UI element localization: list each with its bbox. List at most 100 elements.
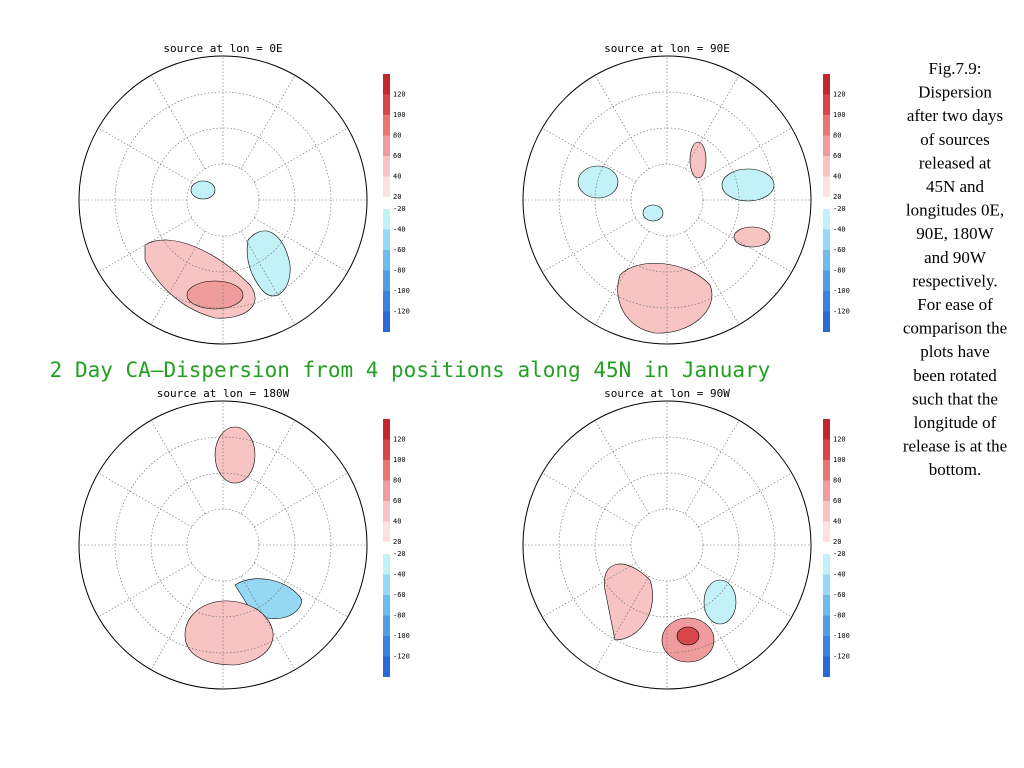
caption-line: Fig.7.9: bbox=[929, 59, 982, 78]
meridian bbox=[150, 420, 206, 514]
colorbar-swatch bbox=[383, 460, 390, 481]
colorbar-swatch bbox=[823, 521, 830, 542]
colorbar-swatch bbox=[823, 574, 830, 595]
colorbar-label: 80 bbox=[393, 477, 401, 485]
caption-line: such that the bbox=[912, 389, 998, 408]
colorbar-swatch bbox=[383, 270, 390, 291]
colorbar-swatch bbox=[383, 176, 390, 197]
caption-line: longitudes 0E, bbox=[906, 201, 1004, 220]
colorbar-label: -100 bbox=[393, 287, 410, 295]
colorbar-label: -20 bbox=[833, 550, 846, 558]
colorbar-swatch bbox=[823, 209, 830, 230]
colorbar-label: 20 bbox=[833, 538, 841, 546]
colorbar-label: -80 bbox=[833, 267, 846, 275]
colorbar-swatch bbox=[823, 554, 830, 575]
colorbar-label: -40 bbox=[833, 571, 846, 579]
meridian bbox=[98, 127, 192, 183]
meridian bbox=[240, 420, 296, 514]
colorbar-label: -40 bbox=[393, 226, 406, 234]
colorbar-swatch bbox=[823, 595, 830, 616]
meridian bbox=[240, 231, 296, 325]
colorbar-label: 60 bbox=[393, 497, 401, 505]
meridian bbox=[684, 75, 740, 169]
latitude-circle bbox=[558, 91, 776, 309]
map-boundary bbox=[522, 400, 812, 690]
colorbar-swatch bbox=[383, 209, 390, 230]
colorbar-label: 60 bbox=[833, 497, 841, 505]
panel-title: source at lon = 180W bbox=[157, 387, 290, 400]
meridian bbox=[542, 472, 636, 528]
colorbar-label: -100 bbox=[393, 632, 410, 640]
panel-title: source at lon = 90W bbox=[604, 387, 730, 400]
colorbar-swatch bbox=[823, 74, 830, 95]
meridian bbox=[542, 127, 636, 183]
colorbar-swatch bbox=[823, 636, 830, 657]
meridian bbox=[150, 576, 206, 670]
caption-line: released at bbox=[919, 153, 991, 172]
caption-line: plots have bbox=[920, 342, 989, 361]
colorbar-swatch bbox=[823, 176, 830, 197]
colorbar-label: 100 bbox=[393, 456, 406, 464]
anomaly-shading bbox=[144, 180, 291, 319]
colorbar-swatch bbox=[383, 636, 390, 657]
colorbar-label: -20 bbox=[833, 205, 846, 213]
colorbar-swatch bbox=[823, 94, 830, 115]
colorbar-swatch bbox=[383, 156, 390, 177]
map-boundary bbox=[522, 55, 812, 345]
meridian bbox=[254, 472, 348, 528]
colorbar-label: -60 bbox=[833, 246, 846, 254]
colorbar-swatch bbox=[383, 94, 390, 115]
colorbar-label: -60 bbox=[833, 591, 846, 599]
caption-line: after two days bbox=[907, 106, 1003, 125]
colorbar-swatch bbox=[823, 250, 830, 271]
meridian bbox=[698, 562, 792, 618]
meridian bbox=[684, 576, 740, 670]
colorbar-label: -60 bbox=[393, 246, 406, 254]
colorbar-label: 60 bbox=[833, 152, 841, 160]
colorbar-swatch bbox=[823, 439, 830, 460]
caption-line: For ease of bbox=[917, 295, 993, 314]
meridian bbox=[254, 562, 348, 618]
colorbar-swatch bbox=[383, 419, 390, 440]
latitude-circle bbox=[558, 436, 776, 654]
meridian bbox=[542, 562, 636, 618]
colorbar-swatch bbox=[383, 135, 390, 156]
colorbar-label: -120 bbox=[833, 308, 850, 316]
caption-line: Dispersion bbox=[918, 83, 992, 102]
colorbar-label: -120 bbox=[393, 308, 410, 316]
colorbar-swatch bbox=[823, 460, 830, 481]
colorbar-swatch bbox=[823, 229, 830, 250]
colorbar-swatch bbox=[823, 311, 830, 332]
colorbar-swatch bbox=[383, 554, 390, 575]
colorbar-label: -80 bbox=[833, 612, 846, 620]
colorbar-swatch bbox=[823, 656, 830, 677]
colorbar-swatch bbox=[823, 419, 830, 440]
colorbar-label: -100 bbox=[833, 632, 850, 640]
colorbar-swatch bbox=[823, 135, 830, 156]
colorbar-label: 120 bbox=[833, 436, 846, 444]
colorbar-swatch bbox=[823, 615, 830, 636]
colorbar-swatch bbox=[823, 156, 830, 177]
colorbar-label: 40 bbox=[833, 518, 841, 526]
meridian bbox=[240, 576, 296, 670]
meridian bbox=[254, 217, 348, 273]
colorbar-swatch bbox=[383, 311, 390, 332]
colorbar-swatch bbox=[383, 574, 390, 595]
colorbar-label: 100 bbox=[833, 111, 846, 119]
colorbar-swatch bbox=[383, 115, 390, 136]
meridian bbox=[684, 420, 740, 514]
colorbar-label: 80 bbox=[833, 477, 841, 485]
colorbar-label: 100 bbox=[393, 111, 406, 119]
caption-line: release is at the bbox=[903, 437, 1007, 456]
meridian bbox=[698, 472, 792, 528]
meridian bbox=[684, 231, 740, 325]
panel-title: source at lon = 90E bbox=[604, 42, 730, 55]
colorbar-swatch bbox=[383, 229, 390, 250]
caption-line: bottom. bbox=[929, 460, 981, 479]
colorbar-label: 80 bbox=[833, 132, 841, 140]
colorbar-label: 20 bbox=[393, 538, 401, 546]
map-boundary bbox=[78, 400, 368, 690]
caption-line: respectively. bbox=[912, 271, 997, 290]
colorbar-swatch bbox=[383, 615, 390, 636]
colorbar-label: 20 bbox=[833, 193, 841, 201]
